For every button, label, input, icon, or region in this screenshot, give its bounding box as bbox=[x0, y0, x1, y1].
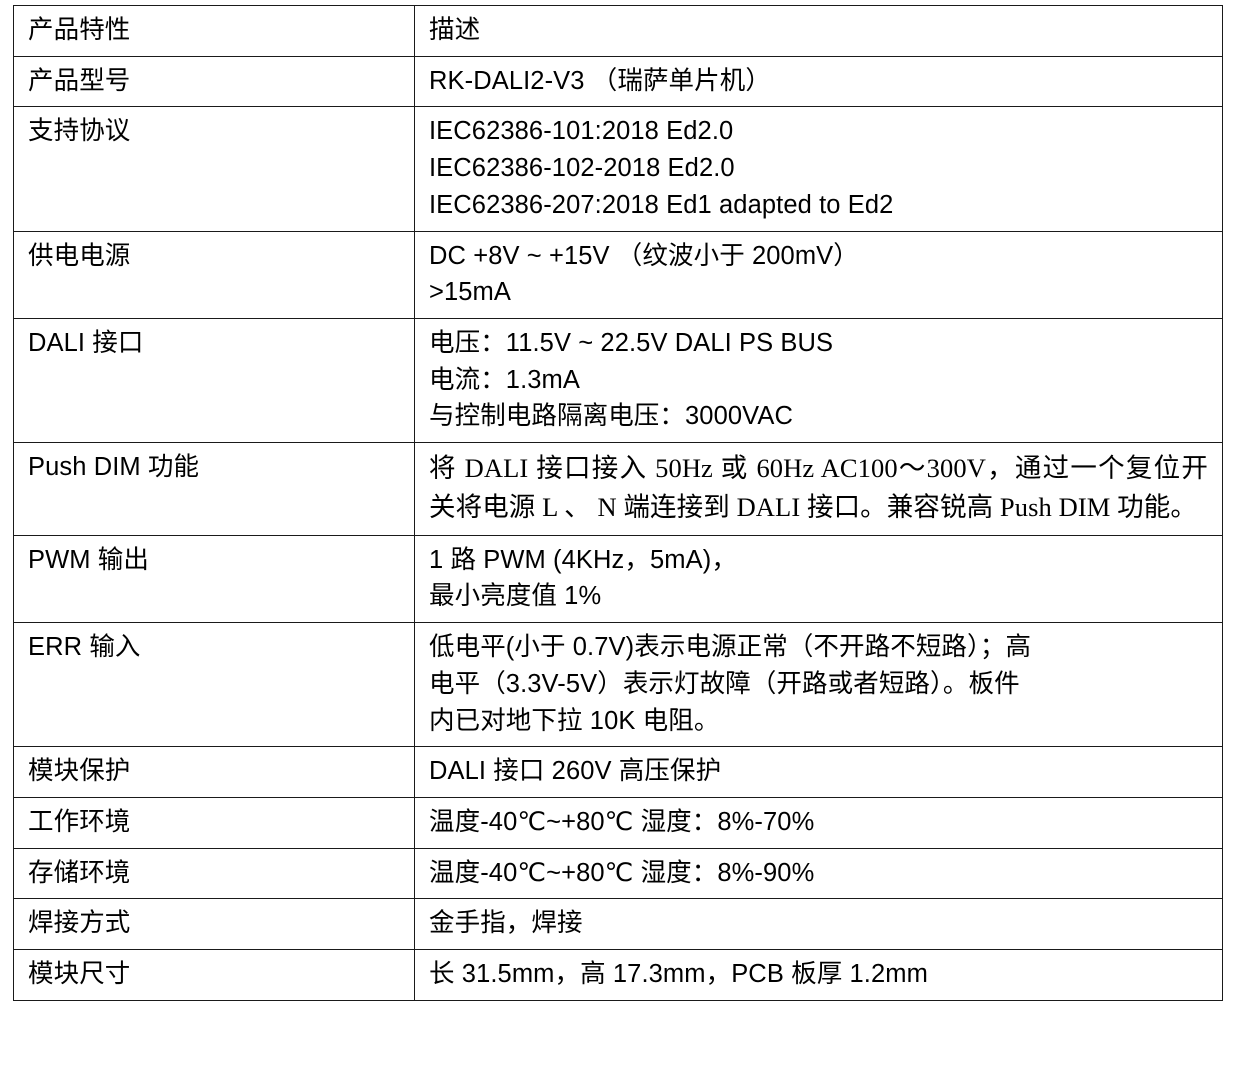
feature-label: PWM 输出 bbox=[28, 545, 150, 574]
cell-feature-power-supply: 供电电源 bbox=[13, 230, 415, 320]
description-line: 电压：11.5V ~ 22.5V DALI PS BUS bbox=[429, 329, 834, 358]
description-line: 内已对地下拉 10K 电阻。 bbox=[429, 706, 720, 735]
feature-label: 工作环境 bbox=[28, 807, 131, 836]
cell-feature-module-dimensions: 模块尺寸 bbox=[13, 949, 415, 1001]
description-line: IEC62386-101:2018 Ed2.0 bbox=[429, 117, 734, 146]
cell-description-module-dimensions: 长 31.5mm，高 17.3mm，PCB 板厚 1.2mm bbox=[414, 949, 1223, 1001]
description-line: 金手指，焊接 bbox=[429, 909, 583, 938]
cell-feature-soldering-method: 焊接方式 bbox=[13, 898, 415, 951]
feature-label: 模块尺寸 bbox=[28, 960, 131, 989]
table-row: 支持协议 IEC62386-101:2018 Ed2.0 IEC62386-10… bbox=[13, 106, 1223, 232]
description-line: 最小亮度值 1% bbox=[429, 582, 602, 611]
cell-feature-push-dim: Push DIM 功能 bbox=[13, 442, 415, 536]
cell-description-power-supply: DC +8V ~ +15V （纹波小于 200mV） >15mA bbox=[414, 230, 1223, 320]
cell-feature-storage-environment: 存储环境 bbox=[13, 847, 415, 900]
table-row: 供电电源 DC +8V ~ +15V （纹波小于 200mV） >15mA bbox=[13, 230, 1223, 320]
cell-description-module-protection: DALI 接口 260V 高压保护 bbox=[414, 746, 1223, 798]
description-line: 与控制电路隔离电压：3000VAC bbox=[429, 402, 793, 431]
table-row: PWM 输出 1 路 PWM (4KHz，5mA)， 最小亮度值 1% bbox=[13, 534, 1223, 624]
description-line: DALI 接口 260V 高压保护 bbox=[429, 757, 722, 786]
feature-label: 焊接方式 bbox=[28, 909, 131, 938]
feature-label: 存储环境 bbox=[28, 858, 131, 887]
table-row: Push DIM 功能 将 DALI 接口接入 50Hz 或 60Hz AC10… bbox=[13, 442, 1223, 536]
feature-label: 模块保护 bbox=[28, 757, 131, 786]
description-line: DC +8V ~ +15V （纹波小于 200mV） bbox=[429, 241, 859, 270]
description-line: IEC62386-207:2018 Ed1 adapted to Ed2 bbox=[429, 190, 894, 219]
description-line: 温度-40℃~+80℃ 湿度：8%-90% bbox=[429, 858, 815, 887]
cell-feature-module-protection: 模块保护 bbox=[13, 746, 415, 798]
table-row: 产品型号 RK-DALI2-V3 （瑞萨单片机） bbox=[13, 55, 1223, 108]
table-row: 存储环境 温度-40℃~+80℃ 湿度：8%-90% bbox=[13, 847, 1223, 900]
feature-label: 支持协议 bbox=[28, 117, 131, 146]
cell-description-err-input: 低电平(小于 0.7V)表示电源正常（不开路不短路）；高 电平（3.3V-5V）… bbox=[414, 622, 1223, 748]
description-line: >15mA bbox=[429, 278, 512, 307]
feature-label: Push DIM 功能 bbox=[28, 453, 200, 482]
product-specification-table: 产品特性 描述 产品型号 RK-DALI2-V3 （瑞萨单片机） 支持协议 bbox=[13, 5, 1223, 1001]
table-row: ERR 输入 低电平(小于 0.7V)表示电源正常（不开路不短路）；高 电平（3… bbox=[13, 622, 1223, 748]
header-cell-description: 描述 bbox=[414, 5, 1223, 57]
cell-feature-protocols: 支持协议 bbox=[13, 106, 415, 232]
cell-description-pwm-output: 1 路 PWM (4KHz，5mA)， 最小亮度值 1% bbox=[414, 534, 1223, 624]
feature-label: 产品型号 bbox=[28, 66, 131, 95]
cell-feature-operating-environment: 工作环境 bbox=[13, 796, 415, 849]
cell-feature-err-input: ERR 输入 bbox=[13, 622, 415, 748]
table-row: 焊接方式 金手指，焊接 bbox=[13, 898, 1223, 951]
table-row: 模块保护 DALI 接口 260V 高压保护 bbox=[13, 746, 1223, 798]
cell-description-model: RK-DALI2-V3 （瑞萨单片机） bbox=[414, 55, 1223, 108]
cell-description-push-dim: 将 DALI 接口接入 50Hz 或 60Hz AC100～300V，通过一个复… bbox=[414, 442, 1223, 536]
description-line: 电流：1.3mA bbox=[429, 365, 580, 394]
header-description-label: 描述 bbox=[429, 16, 481, 44]
feature-label: ERR 输入 bbox=[28, 633, 141, 662]
description-line: RK-DALI2-V3 （瑞萨单片机） bbox=[429, 66, 771, 95]
feature-label: 供电电源 bbox=[28, 241, 131, 270]
description-line: 长 31.5mm，高 17.3mm，PCB 板厚 1.2mm bbox=[429, 960, 928, 989]
feature-label: DALI 接口 bbox=[28, 329, 144, 358]
cell-feature-dali-interface: DALI 接口 bbox=[13, 318, 415, 444]
description-line: 温度-40℃~+80℃ 湿度：8%-70% bbox=[429, 807, 815, 836]
cell-description-protocols: IEC62386-101:2018 Ed2.0 IEC62386-102-201… bbox=[414, 106, 1223, 232]
description-paragraph: 将 DALI 接口接入 50Hz 或 60Hz AC100～300V，通过一个复… bbox=[429, 453, 1208, 523]
table-row: 模块尺寸 长 31.5mm，高 17.3mm，PCB 板厚 1.2mm bbox=[13, 949, 1223, 1001]
table-row: DALI 接口 电压：11.5V ~ 22.5V DALI PS BUS 电流：… bbox=[13, 318, 1223, 444]
header-feature-label: 产品特性 bbox=[28, 16, 131, 44]
description-line: 1 路 PWM (4KHz，5mA)， bbox=[429, 545, 737, 574]
cell-feature-model: 产品型号 bbox=[13, 55, 415, 108]
cell-description-operating-environment: 温度-40℃~+80℃ 湿度：8%-70% bbox=[414, 796, 1223, 849]
cell-description-soldering-method: 金手指，焊接 bbox=[414, 898, 1223, 951]
description-line: 电平（3.3V-5V）表示灯故障（开路或者短路）。板件 bbox=[429, 669, 1020, 698]
header-cell-feature: 产品特性 bbox=[13, 5, 415, 57]
table-header-row: 产品特性 描述 bbox=[13, 5, 1223, 57]
cell-description-storage-environment: 温度-40℃~+80℃ 湿度：8%-90% bbox=[414, 847, 1223, 900]
cell-feature-pwm-output: PWM 输出 bbox=[13, 534, 415, 624]
description-line: IEC62386-102-2018 Ed2.0 bbox=[429, 154, 735, 183]
description-line: 低电平(小于 0.7V)表示电源正常（不开路不短路）；高 bbox=[429, 633, 1032, 662]
cell-description-dali-interface: 电压：11.5V ~ 22.5V DALI PS BUS 电流：1.3mA 与控… bbox=[414, 318, 1223, 444]
table-row: 工作环境 温度-40℃~+80℃ 湿度：8%-70% bbox=[13, 796, 1223, 849]
table-body: 产品特性 描述 产品型号 RK-DALI2-V3 （瑞萨单片机） 支持协议 bbox=[13, 5, 1223, 1001]
